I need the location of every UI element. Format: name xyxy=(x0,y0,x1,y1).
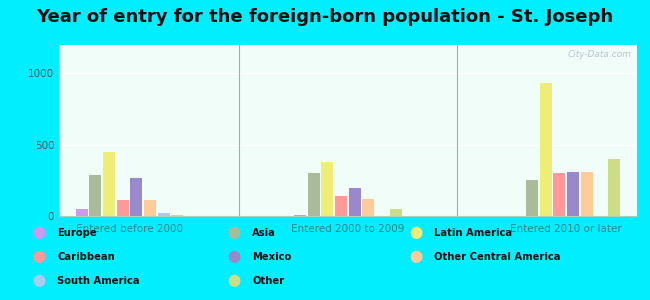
Text: ⬤: ⬤ xyxy=(32,250,46,263)
Bar xyxy=(103,152,115,216)
Text: Other: Other xyxy=(252,275,284,286)
Bar xyxy=(540,83,552,216)
Bar xyxy=(116,200,129,216)
Text: ⬤: ⬤ xyxy=(227,250,240,263)
Text: Caribbean: Caribbean xyxy=(57,251,115,262)
Text: ⬤: ⬤ xyxy=(32,274,46,287)
Bar xyxy=(389,209,402,216)
Bar xyxy=(307,173,320,216)
Bar xyxy=(553,173,566,216)
Text: Other Central America: Other Central America xyxy=(434,251,561,262)
Bar xyxy=(144,200,156,216)
Bar xyxy=(335,196,347,216)
Text: Asia: Asia xyxy=(252,227,276,238)
Bar xyxy=(567,172,579,216)
Bar xyxy=(580,172,593,216)
Bar xyxy=(130,178,142,216)
Text: South America: South America xyxy=(57,275,140,286)
Bar xyxy=(75,209,88,216)
Bar xyxy=(608,159,620,216)
Bar xyxy=(157,213,170,216)
Text: ⬤: ⬤ xyxy=(227,226,240,239)
Text: Year of entry for the foreign-born population - St. Joseph: Year of entry for the foreign-born popul… xyxy=(36,8,614,26)
Bar xyxy=(294,214,306,216)
Text: ⬤: ⬤ xyxy=(410,226,422,239)
Text: Mexico: Mexico xyxy=(252,251,291,262)
Text: ⬤: ⬤ xyxy=(227,274,240,287)
Text: City-Data.com: City-Data.com xyxy=(567,50,631,59)
Bar xyxy=(171,214,183,216)
Bar xyxy=(526,180,538,216)
Text: ⬤: ⬤ xyxy=(32,226,46,239)
Bar xyxy=(321,162,333,216)
Text: Europe: Europe xyxy=(57,227,97,238)
Text: ⬤: ⬤ xyxy=(410,250,422,263)
Bar xyxy=(362,199,374,216)
Bar xyxy=(348,188,361,216)
Bar xyxy=(89,175,101,216)
Text: Latin America: Latin America xyxy=(434,227,512,238)
